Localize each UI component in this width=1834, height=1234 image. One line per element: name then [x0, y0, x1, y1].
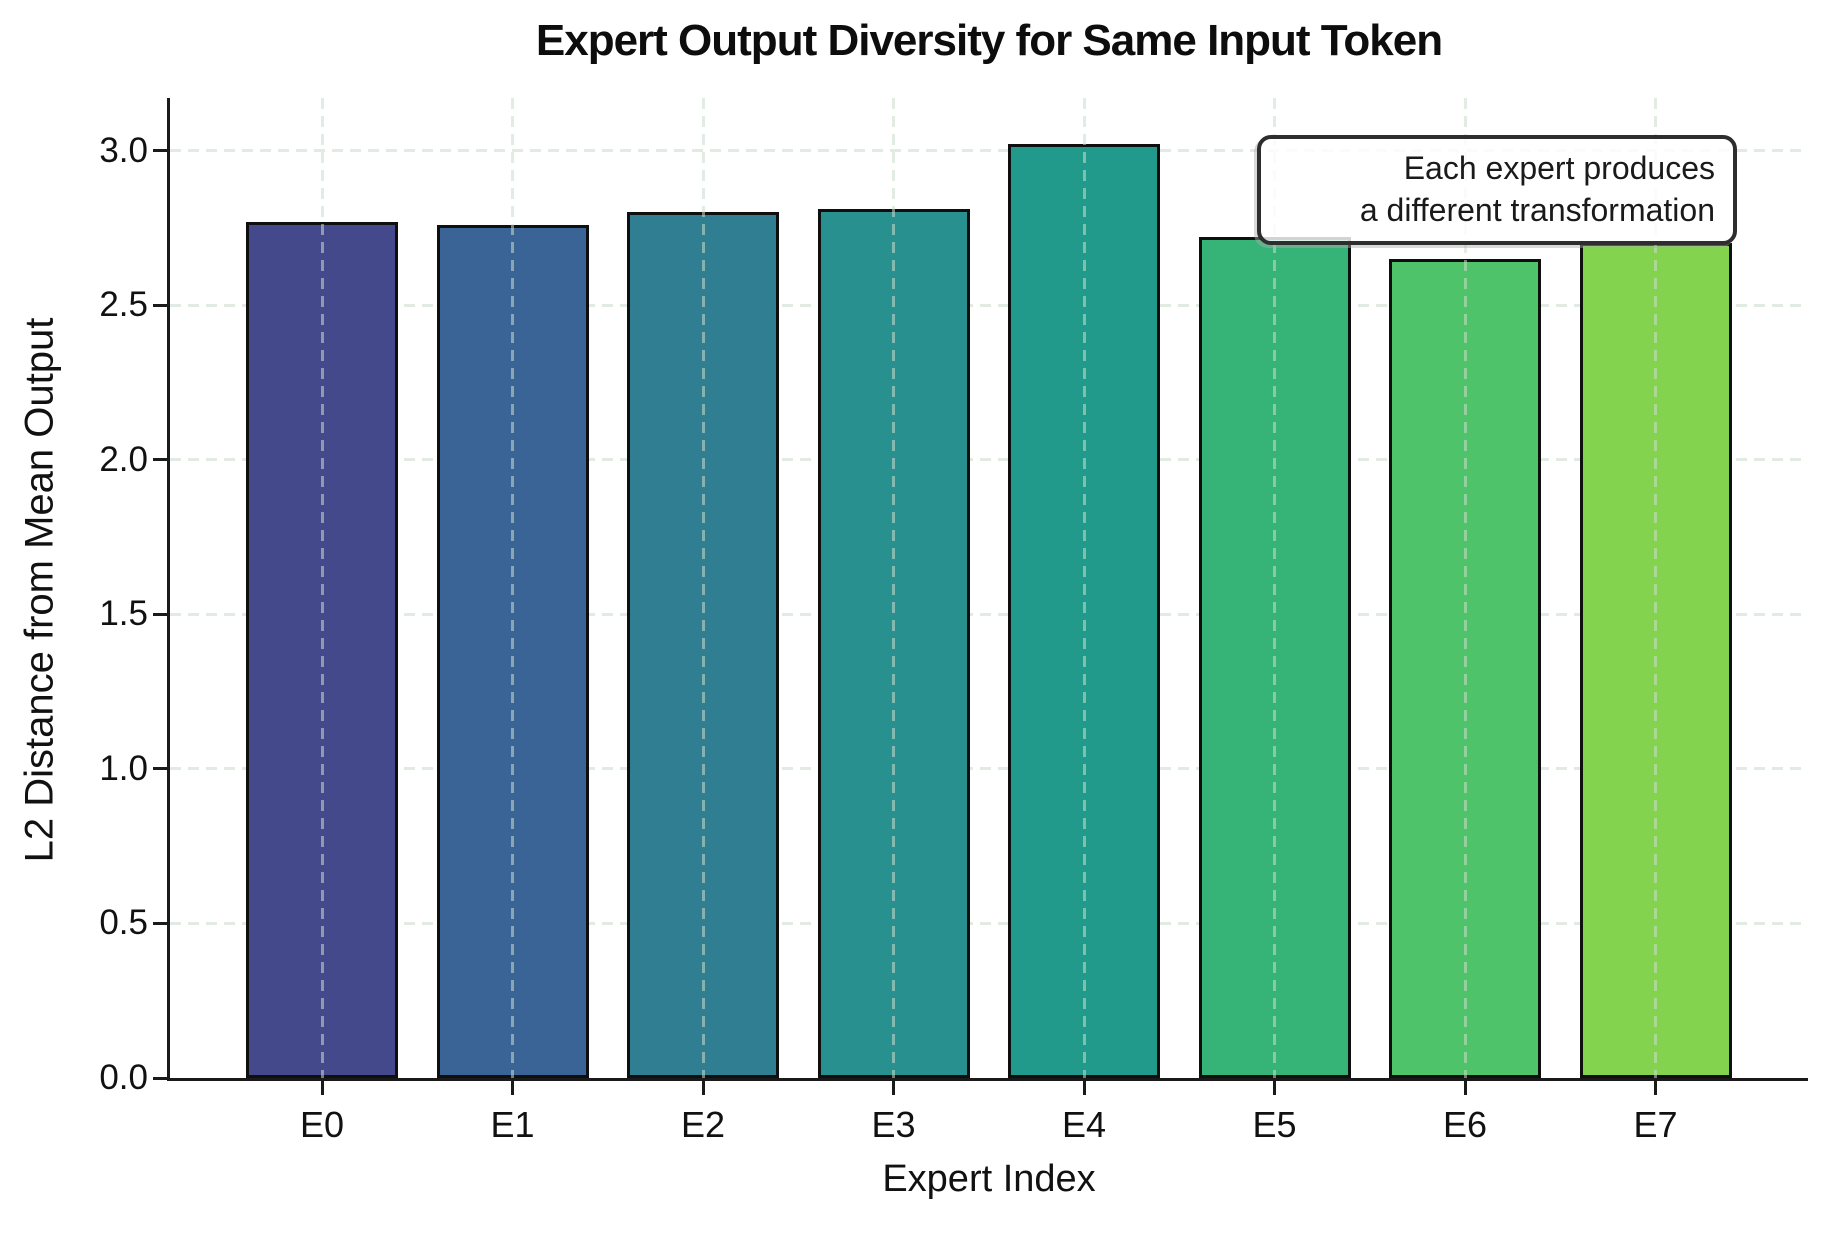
x-tick-E0 [320, 1081, 324, 1095]
x-tick-E6 [1463, 1081, 1467, 1095]
gridline-x-E0 [320, 98, 324, 1078]
x-tick-label-E0: E0 [299, 1104, 345, 1145]
y-tick-3.0 [153, 149, 167, 153]
x-tick-E5 [1273, 1081, 1276, 1095]
x-tick-E2 [701, 1081, 705, 1095]
y-tick-label-1.0: 1.0 [99, 748, 148, 788]
y-tick-label-0.5: 0.5 [99, 903, 148, 943]
y-tick-2.0 [153, 458, 167, 462]
x-axis-label: Expert Index [882, 1158, 1096, 1200]
x-tick-label-E2: E2 [680, 1104, 726, 1145]
y-tick-label-2.5: 2.5 [99, 285, 148, 325]
x-axis-spine [167, 1078, 1808, 1081]
gridline-y-1 [170, 767, 1808, 771]
gridline-x-E3 [892, 98, 895, 1078]
y-tick-label-0.0: 0.0 [99, 1058, 148, 1097]
x-tick-label-E1: E1 [490, 1104, 535, 1145]
gridline-y-2 [170, 458, 1808, 462]
y-tick-1.0 [153, 767, 167, 771]
x-tick-E4 [1082, 1081, 1086, 1095]
x-tick-label-E7: E7 [1633, 1104, 1678, 1145]
annotation-line-2: a different transformation [1359, 192, 1715, 229]
gridline-x-E7 [1654, 98, 1657, 1078]
gridline-x-E5 [1273, 98, 1276, 1078]
gridline-x-E2 [701, 98, 705, 1078]
y-axis-spine [167, 98, 170, 1081]
gridline-y-1.5 [170, 612, 1808, 616]
y-axis-label: L2 Distance from Mean Output [17, 317, 62, 863]
y-tick-label-1.5: 1.5 [99, 594, 148, 634]
x-tick-label-E3: E3 [871, 1104, 916, 1145]
y-tick-1.5 [153, 612, 167, 616]
x-tick-label-E5: E5 [1252, 1104, 1297, 1145]
plot-area: 0.0 0.5 1.0 1.5 2.0 2.5 3.0 E0 E1 E2 E3 E4 E5 E6 E7 [99, 98, 1808, 1145]
x-tick-E7 [1654, 1081, 1657, 1095]
annotation-line-1: Each expert produces [1403, 150, 1715, 186]
gridline-x-E4 [1082, 98, 1086, 1078]
x-tick-label-E4: E4 [1061, 1104, 1107, 1145]
gridline-y-2.5 [170, 303, 1808, 307]
y-tick-0.0 [153, 1076, 167, 1080]
gridline-y-0.5 [170, 921, 1808, 925]
y-tick-0.5 [153, 921, 167, 925]
gridline-x-E6 [1463, 98, 1467, 1078]
x-tick-label-E6: E6 [1442, 1104, 1488, 1145]
y-tick-2.5 [153, 303, 167, 307]
gridline-x-E1 [511, 98, 514, 1078]
chart-title: Expert Output Diversity for Same Input T… [535, 16, 1443, 65]
y-tick-label-3.0: 3.0 [99, 130, 148, 170]
gridline-y-3 [170, 149, 1808, 153]
x-tick-E1 [511, 1081, 514, 1095]
annotation-box: Each expert produces a different transfo… [1257, 135, 1737, 246]
x-tick-E3 [892, 1081, 895, 1095]
y-tick-label-2.0: 2.0 [99, 439, 148, 479]
